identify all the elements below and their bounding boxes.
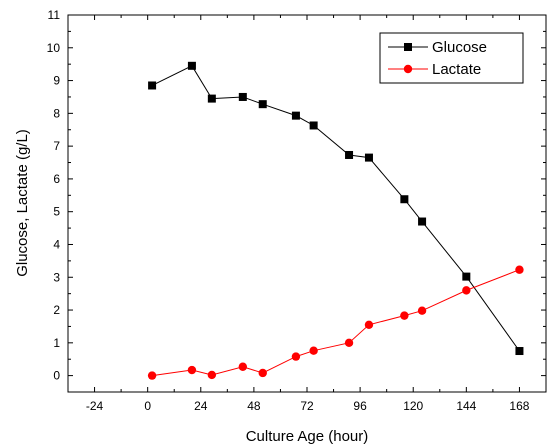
y-tick-label: 6 [53, 172, 60, 186]
y-tick-label: 1 [53, 336, 60, 350]
glucose-point [258, 100, 267, 109]
lactate-point [238, 362, 248, 371]
x-tick-label: -24 [86, 399, 104, 413]
glucose-line [151, 65, 520, 352]
lactate-point [147, 371, 157, 380]
glucose-point [291, 111, 300, 120]
glucose-series [148, 61, 524, 356]
legend: Glucose Lactate [379, 32, 524, 84]
legend-marker-glucose [404, 43, 412, 51]
lactate-point [187, 365, 197, 375]
y-tick-label: 9 [53, 74, 60, 88]
glucose-point [309, 121, 318, 130]
x-tick-label: 0 [144, 399, 151, 413]
glucose-point [364, 153, 373, 162]
lactate-point [309, 346, 318, 355]
y-tick-label: 3 [53, 270, 60, 284]
x-tick-label: 144 [456, 399, 476, 413]
legend-marker-lactate [403, 64, 413, 74]
glucose-point [238, 92, 247, 101]
glucose-point [187, 61, 196, 70]
lactate-point [291, 352, 301, 361]
glucose-point [207, 94, 216, 103]
x-tick-label: 24 [194, 399, 208, 413]
x-axis-title: Culture Age (hour) [246, 428, 369, 445]
y-tick-label: 2 [53, 303, 60, 317]
y-tick-label: 4 [53, 237, 60, 251]
lactate-point [515, 265, 524, 274]
ticks: -24 0 24 48 72 96 120 144 168 0 1 2 3 4 5 6 7 8 9 10 11 [47, 8, 546, 413]
glucose-point [462, 272, 471, 281]
y-tick-label: 8 [53, 106, 60, 120]
lactate-series [147, 265, 524, 380]
legend-item-lactate: Lactate [388, 61, 481, 78]
lactate-point [364, 320, 374, 329]
lactate-point [417, 306, 427, 315]
y-tick-label: 0 [53, 369, 60, 383]
lactate-point [207, 370, 217, 380]
x-tick-label: 96 [353, 399, 367, 413]
glucose-point [400, 195, 409, 204]
lactate-point [400, 311, 409, 320]
x-tick-label: 120 [403, 399, 423, 413]
y-tick-label: 5 [53, 205, 60, 219]
y-axis-title: Glucose, Lactate (g/L) [14, 129, 31, 277]
legend-label-lactate: Lactate [432, 61, 481, 78]
lactate-point [344, 338, 354, 348]
x-tick-label: 72 [300, 399, 314, 413]
glucose-point [418, 217, 427, 226]
x-tick-label: 48 [247, 399, 261, 413]
lactate-point [258, 368, 267, 378]
lactate-line [152, 269, 520, 377]
y-tick-label: 7 [53, 139, 60, 153]
y-tick-label: 10 [47, 41, 61, 55]
lactate-point [462, 286, 471, 295]
glucose-point [345, 150, 354, 159]
legend-item-glucose: Glucose [388, 39, 487, 56]
glucose-point [515, 347, 524, 356]
legend-label-glucose: Glucose [432, 39, 487, 56]
glucose-point [148, 81, 157, 90]
series-layer [147, 61, 524, 380]
legend-box [379, 32, 524, 84]
x-tick-label: 168 [509, 399, 529, 413]
y-tick-label: 11 [48, 8, 61, 22]
